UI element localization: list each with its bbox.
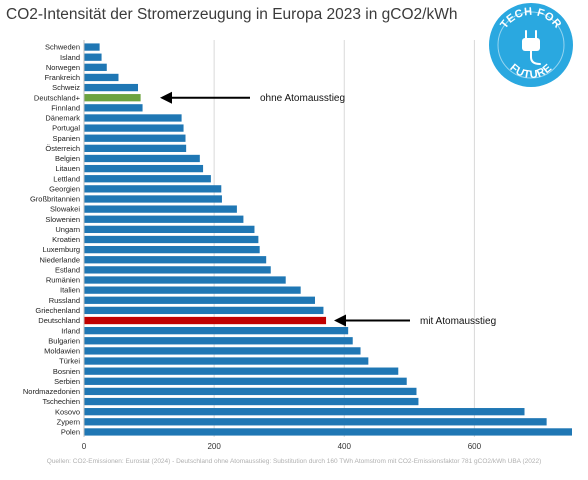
bar [84,114,182,122]
category-label: Rumänien [46,276,80,285]
tech-for-future-logo: TECH FOR FUTURE [489,3,573,87]
bar [84,428,572,436]
category-label: Niederlande [40,255,80,264]
category-label: Frankreich [45,73,80,82]
category-label: Großbritannien [30,195,80,204]
category-label: Georgien [49,184,80,193]
bar [84,337,353,345]
category-label: Dänemark [45,114,80,123]
source-note: Quellen: CO2-Emissionen: Eurostat (2024)… [46,458,542,465]
bar [84,134,186,142]
bar [84,185,222,193]
category-label: Bulgarien [48,336,80,345]
category-label: Kroatien [52,235,80,244]
x-tick-label: 200 [207,442,221,451]
bar [84,266,271,274]
bar [84,367,399,375]
bar [84,43,100,51]
category-label: Ungarn [55,225,80,234]
bar [84,397,419,406]
category-label: Litauen [55,164,80,173]
category-label: Russland [49,296,80,305]
bar [84,124,184,132]
bar [84,144,187,152]
chart-title: CO2-Intensität der Stromerzeugung in Eur… [6,6,458,23]
category-label: Griechenland [35,306,80,315]
bar [84,387,417,396]
category-label: Schweiz [52,83,80,92]
bar [84,357,369,365]
x-tick-label: 600 [468,442,482,451]
category-label: Tschechien [42,397,80,406]
logo-text-bottom: FUTURE [507,62,554,81]
bar [84,83,139,92]
bar [84,195,222,203]
category-label: Kosovo [55,407,80,416]
bar [84,205,237,213]
plug-icon [522,30,541,65]
category-label: Österreich [45,144,80,153]
bar [84,104,143,112]
category-label: Norwegen [46,63,80,72]
category-label: Belgien [55,154,80,163]
bar [84,296,315,304]
bar [84,316,327,325]
bar [84,276,286,284]
category-label: Slowakei [50,205,80,214]
category-label: Slowenien [45,215,80,224]
x-tick-label: 400 [338,442,352,451]
category-label: Türkei [59,357,80,366]
category-label: Serbien [54,377,80,386]
category-label: Lettland [53,174,80,183]
bar [84,225,255,234]
bar [84,175,211,183]
bar [84,327,349,335]
category-label: Bosnien [53,367,80,376]
annotation-label: ohne Atomausstieg [260,93,345,104]
category-label: Italien [60,286,80,295]
category-label: Deutschland [38,316,80,325]
bar [84,53,102,61]
category-label: Moldawien [44,347,80,356]
bar [84,94,141,102]
category-label: Deutschland+ [34,93,81,102]
annotation-arrow-head [334,314,346,327]
x-tick-label: 0 [82,442,87,451]
category-label: Schweden [45,43,80,52]
bar [84,154,200,163]
bar [84,235,259,244]
category-label: Irland [61,326,80,335]
category-label: Portugal [52,124,80,133]
bar [84,408,525,416]
bar [84,286,301,294]
category-label: Nordmazedonien [23,387,80,396]
bar [84,256,267,264]
category-label: Estland [55,265,80,274]
bar [84,347,361,355]
bar [84,63,107,71]
annotation-label: mit Atomausstieg [420,316,496,327]
category-label: Polen [61,428,80,437]
category-label: Finnland [51,103,80,112]
bar-chart: 0 200 400 600 SchwedenIslandNorwegenFrankrei… [23,40,572,451]
bar [84,418,547,426]
category-label: Zypern [57,417,80,426]
annotation-arrow-head [160,91,172,104]
bar [84,73,119,82]
bar [84,245,260,254]
bar [84,164,204,173]
bar [84,215,244,223]
category-label: Island [60,53,80,62]
bar [84,306,324,315]
category-label: Spanien [52,134,80,143]
bar [84,377,407,385]
category-label: Luxemburg [42,245,80,254]
